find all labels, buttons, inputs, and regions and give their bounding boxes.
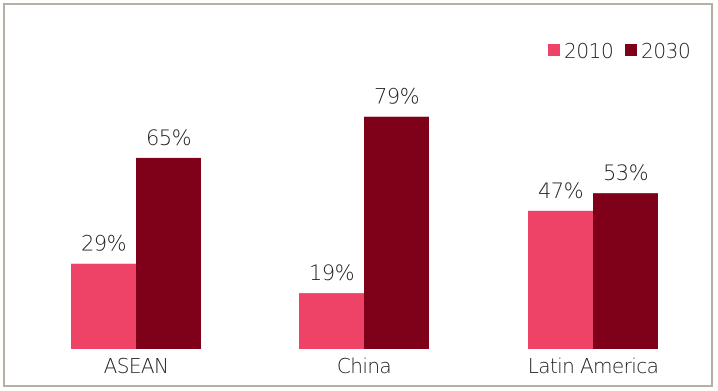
bars-layer — [71, 116, 658, 350]
legend-swatch-2030 — [625, 44, 637, 56]
value-label-latin-america-2010: 47% — [538, 179, 583, 203]
legend-label-2030: 2030 — [641, 39, 690, 63]
value-label-china-2030: 79% — [374, 85, 419, 109]
legend: 2010 2030 — [548, 39, 691, 63]
legend-swatch-2010 — [548, 44, 560, 56]
value-label-asean-2030: 65% — [146, 126, 191, 150]
category-label-asean: ASEAN — [104, 354, 169, 378]
bar-latin-america-2030 — [593, 193, 658, 349]
labels-layer: 29% 65% 19% 79% 47% 53% — [81, 85, 648, 285]
value-label-latin-america-2030: 53% — [603, 161, 648, 185]
value-label-asean-2010: 29% — [81, 232, 126, 256]
bar-china-2030 — [364, 116, 429, 350]
category-labels: ASEAN China Latin America — [104, 354, 659, 378]
bar-china-2010 — [299, 293, 364, 349]
bar-latin-america-2010 — [528, 210, 593, 349]
bar-asean-2030 — [136, 157, 201, 349]
category-label-latin-america: Latin America — [528, 354, 659, 378]
category-label-china: China — [337, 354, 391, 378]
value-label-china-2010: 19% — [309, 261, 354, 285]
legend-label-2010: 2010 — [564, 39, 613, 63]
bar-asean-2010 — [71, 263, 136, 349]
